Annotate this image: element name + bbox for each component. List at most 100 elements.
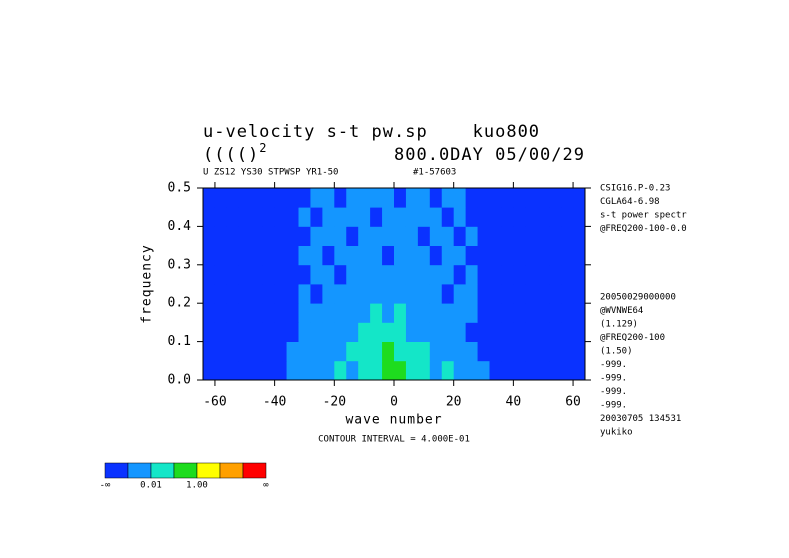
contour-cell	[525, 341, 538, 362]
contour-cell	[382, 226, 395, 246]
contour-cell	[358, 360, 371, 381]
contour-cell	[477, 226, 490, 246]
contour-cell	[203, 341, 216, 362]
contour-cell	[561, 264, 574, 285]
contour-cell	[501, 264, 514, 285]
contour-cell	[203, 303, 216, 323]
contour-cell	[465, 341, 478, 362]
contour-cell	[203, 284, 216, 304]
contour-cell	[573, 360, 586, 381]
contour-cell	[250, 341, 264, 362]
contour-cell	[382, 303, 395, 323]
y-tick-label: 0.4	[168, 219, 192, 234]
contour-cell	[489, 207, 502, 227]
contour-cell	[429, 360, 443, 381]
contour-cell	[250, 226, 264, 246]
contour-cell	[429, 341, 443, 362]
y-tick-label: 0.0	[168, 373, 191, 388]
contour-cell	[203, 226, 216, 246]
x-axis-label: wave number	[345, 413, 442, 428]
contour-cell	[465, 322, 478, 342]
contour-cell	[334, 264, 347, 285]
contour-cell	[346, 207, 359, 227]
y-axis-label: frequency	[140, 244, 155, 323]
contour-cell	[214, 360, 228, 381]
contour-cell	[334, 284, 347, 304]
x-tick-label: -40	[263, 395, 286, 410]
contour-cell	[274, 303, 287, 323]
contour-cell	[358, 207, 371, 227]
contour-cell	[549, 188, 562, 208]
contour-cell	[501, 341, 514, 362]
contour-cell	[214, 341, 228, 362]
contour-cell	[429, 264, 443, 285]
side-note: CSIG16.P-0.23	[600, 184, 670, 194]
contour-cell	[525, 207, 538, 227]
contour-cell	[537, 207, 550, 227]
contour-cell	[203, 360, 216, 381]
contour-cell	[489, 360, 502, 381]
contour-cell	[358, 264, 371, 285]
contour-cell	[441, 245, 455, 266]
contour-cell	[417, 284, 431, 304]
contour-cell	[453, 207, 467, 227]
contour-cell	[370, 341, 383, 362]
colorbar-swatch	[196, 462, 221, 479]
contour-cell	[214, 322, 228, 342]
x-tick-label: -60	[203, 395, 226, 410]
contour-cell	[489, 341, 502, 362]
contour-cell	[203, 188, 216, 208]
contour-cell	[310, 360, 323, 381]
contour-cell	[441, 303, 455, 323]
contour-cell	[274, 360, 287, 381]
contour-cell	[214, 264, 228, 285]
contour-cell	[429, 188, 443, 208]
side-note: s-t power spectr	[600, 211, 687, 221]
contour-cell	[274, 264, 287, 285]
contour-cell	[513, 303, 526, 323]
contour-cell	[513, 207, 526, 227]
contour-cell	[525, 264, 538, 285]
contour-cell	[334, 322, 347, 342]
contour-cell	[286, 341, 299, 362]
contour-cell	[214, 226, 228, 246]
contour-cell	[477, 322, 490, 342]
contour-cell	[214, 207, 228, 227]
contour-cell	[561, 360, 574, 381]
contour-cell	[417, 322, 431, 342]
contour-cell	[238, 322, 252, 342]
contour-cell	[513, 226, 526, 246]
contour-cell	[525, 284, 538, 304]
colorbar-label: 0.01	[140, 481, 162, 491]
contour-cell	[370, 245, 383, 266]
contour-cell	[370, 264, 383, 285]
contour-cell	[573, 245, 586, 266]
y-tick-label: 0.5	[168, 181, 191, 196]
contour-cell	[537, 360, 550, 381]
contour-cell	[262, 341, 276, 362]
contour-cell	[334, 341, 347, 362]
contour-cell	[549, 303, 562, 323]
contour-cell	[382, 360, 395, 381]
title-main: (((()	[203, 145, 259, 165]
colorbar-label: ∞	[263, 481, 269, 491]
contour-cell	[441, 322, 455, 342]
contour-cell	[370, 188, 383, 208]
contour-cell	[334, 207, 347, 227]
side-note: @FREQ200-100	[600, 333, 665, 343]
contour-cell	[405, 188, 419, 208]
contour-cell	[561, 188, 574, 208]
contour-cell	[525, 226, 538, 246]
contour-cell	[238, 303, 252, 323]
contour-cell	[429, 322, 443, 342]
contour-cell	[346, 188, 359, 208]
contour-cell	[549, 341, 562, 362]
contour-cell	[441, 207, 455, 227]
contour-cell	[310, 245, 323, 266]
contour-cell	[214, 284, 228, 304]
contour-cell	[561, 341, 574, 362]
side-note: yukiko	[600, 428, 633, 438]
contour-cell	[226, 303, 240, 323]
contour-cell	[226, 284, 240, 304]
contour-cell	[214, 245, 228, 266]
